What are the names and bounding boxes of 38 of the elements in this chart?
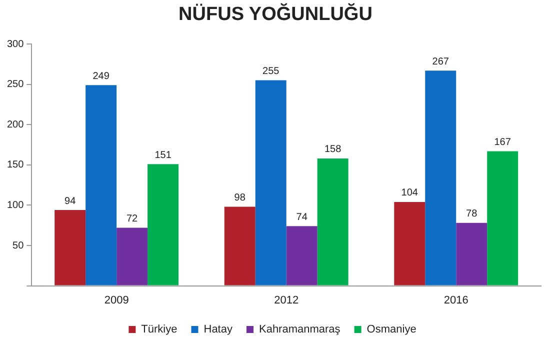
bar [224, 206, 256, 286]
bar [86, 85, 117, 286]
bar [394, 202, 426, 286]
data-label: 255 [262, 66, 280, 78]
bar [487, 151, 518, 286]
legend-label: Hatay [204, 324, 233, 336]
data-label: 104 [401, 188, 418, 199]
x-tick-label: 2012 [274, 294, 299, 306]
data-label: 151 [154, 150, 172, 161]
legend-label: Osmaniye [366, 324, 416, 336]
bar [317, 158, 348, 286]
y-tick-label: 250 [6, 79, 24, 90]
data-label: 249 [92, 70, 110, 82]
x-tick-label: 2009 [104, 294, 129, 306]
data-label: 74 [296, 212, 308, 223]
data-label: 167 [494, 136, 512, 148]
y-tick-label: 100 [6, 200, 24, 211]
y-tick-label: 300 [6, 38, 24, 50]
bar [148, 164, 179, 286]
bar [425, 70, 456, 286]
y-tick-label: 200 [6, 119, 24, 130]
y-tick-label: 50 [12, 240, 24, 252]
bar [116, 228, 148, 286]
bar [456, 222, 488, 286]
data-label: 78 [466, 208, 478, 220]
bar [286, 226, 318, 286]
bar [255, 80, 286, 286]
data-label: 98 [234, 192, 246, 204]
legend-label: Türkiye [141, 324, 178, 336]
bar [54, 210, 86, 286]
data-label: 267 [432, 56, 450, 68]
chart-title: NÜFUS YOĞUNLUĞU [178, 4, 374, 26]
data-label: 158 [324, 144, 342, 156]
data-label: 94 [64, 196, 76, 207]
x-tick-label: 2016 [444, 294, 468, 306]
data-label: 72 [126, 214, 138, 225]
y-tick-label: 150 [6, 160, 24, 171]
legend-label: Kahramanmaraş [258, 324, 341, 336]
